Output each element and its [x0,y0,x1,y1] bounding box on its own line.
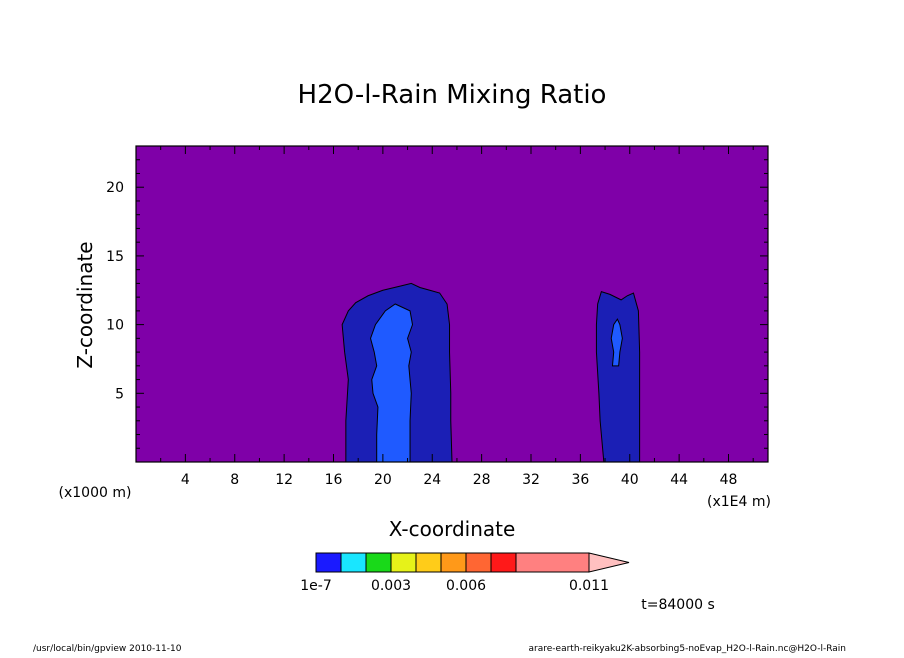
colorbar-segment [440,552,467,573]
x-axis-label: X-coordinate [389,517,516,541]
footer-left: /usr/local/bin/gpview 2010-11-10 [33,644,182,654]
colorbar-segment [415,552,442,573]
contour-region-cloud-b-inner [610,318,623,367]
contour-region-cloud-a-inner [370,303,414,463]
colorbar-segment [390,552,417,573]
x-tick-label: 16 [325,472,343,488]
time-label: t=84000 s [641,597,715,613]
x-tick-label: 32 [522,472,540,488]
plot-area [135,145,769,463]
x-tick-label: 12 [275,472,293,488]
x-tick-label: 36 [571,472,589,488]
chart-title: H2O-l-Rain Mixing Ratio [298,80,607,110]
colorbar-segment [365,552,392,573]
y-tick-label: 15 [106,249,124,265]
plot-frame [135,145,769,463]
colorbar-segment [315,552,342,573]
x-tick-label: 48 [720,472,738,488]
colorbar-segment [515,552,590,573]
x-tick-label: 8 [230,472,239,488]
x-tick-label: 20 [374,472,392,488]
x-axis: 4 8 12 16 20 24 28 32 36 40 44 48 [160,146,754,488]
footer-right: arare-earth-reikyaku2K-absorbing5-noEvap… [529,644,846,654]
colorbar-extend-triangle [588,552,630,573]
x-unit-label: (x1E4 m) [707,494,771,510]
x-tick-label: 4 [181,472,190,488]
colorbar-label: 0.006 [446,578,486,594]
y-unit-label: (x1000 m) [59,485,132,501]
x-tick-label: 44 [670,472,688,488]
colorbar-label: 1e-7 [300,578,331,594]
y-tick-label: 10 [106,318,124,334]
y-axis: 5 10 15 20 [106,159,768,449]
contour-region-cloud-b-outer [595,291,641,463]
colorbar-label: 0.011 [569,578,609,594]
colorbar-segment [340,552,367,573]
x-tick-label: 28 [473,472,491,488]
x-tick-label: 40 [621,472,639,488]
colorbar: 1e-7 0.003 0.006 0.011 [300,552,630,594]
y-tick-label: 5 [115,386,124,402]
x-tick-label: 24 [423,472,441,488]
colorbar-segment [490,552,517,573]
colorbar-segment [465,552,492,573]
plot-background [136,146,768,462]
colorbar-label: 0.003 [371,578,411,594]
y-tick-label: 20 [106,180,124,196]
y-axis-label: Z-coordinate [73,241,97,368]
